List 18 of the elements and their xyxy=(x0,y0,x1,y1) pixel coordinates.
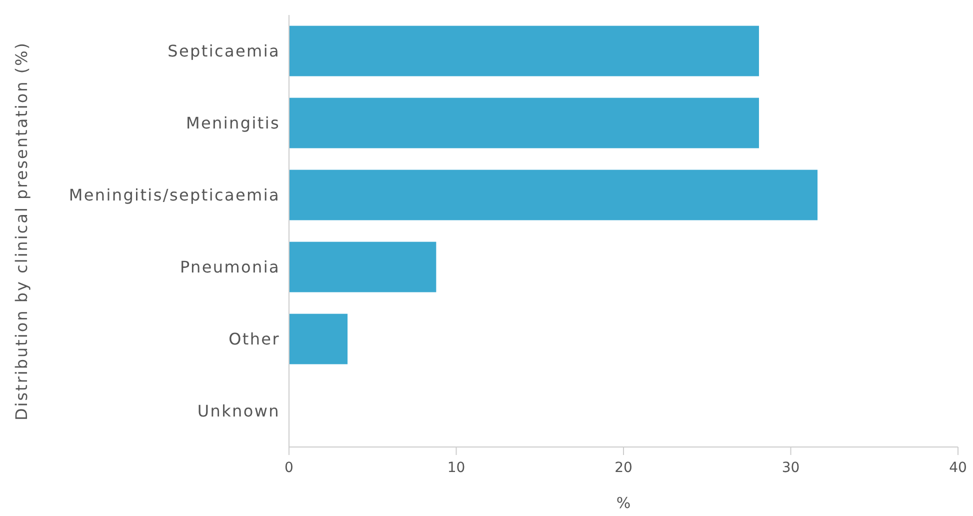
x-tick-label: 30 xyxy=(782,460,800,476)
y-tick-label: Unknown xyxy=(197,402,280,421)
bar xyxy=(289,98,759,148)
x-tick-label: 0 xyxy=(284,460,294,476)
bar xyxy=(289,170,818,220)
y-tick-label: Septicaemia xyxy=(168,42,280,61)
bar xyxy=(289,242,436,292)
y-tick-label: Other xyxy=(228,330,280,349)
y-tick-label: Pneumonia xyxy=(180,258,280,277)
x-tick-label: 20 xyxy=(614,460,632,476)
x-axis-title: % xyxy=(616,494,631,512)
y-tick-label: Meningitis xyxy=(186,114,280,133)
x-tick-label: 10 xyxy=(447,460,466,476)
y-tick-label: Meningitis/septicaemia xyxy=(68,186,280,205)
y-axis-title: Distribution by clinical presentation (%) xyxy=(12,41,31,421)
bar xyxy=(289,314,348,364)
bar xyxy=(289,26,759,76)
x-tick-label: 40 xyxy=(949,460,967,476)
